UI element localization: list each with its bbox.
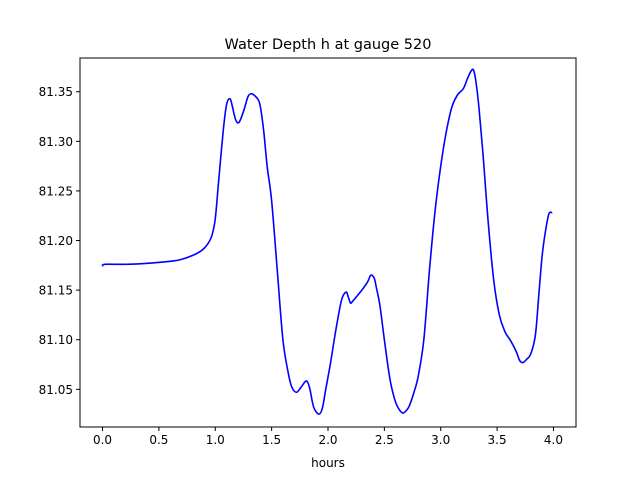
y-axis: 81.05 81.10 81.15 81.20 81.25 81.30 81.35	[39, 85, 80, 397]
x-tick-label: 0.5	[149, 433, 168, 447]
x-tick-label: 4.0	[544, 433, 563, 447]
x-axis-label: hours	[311, 456, 345, 470]
x-tick-label: 1.5	[262, 433, 281, 447]
x-tick-label: 1.0	[206, 433, 225, 447]
plot-frame	[79, 57, 577, 428]
y-tick-label: 81.35	[39, 85, 73, 99]
x-tick-label: 3.5	[488, 433, 507, 447]
y-tick-label: 81.15	[39, 284, 73, 298]
y-tick-label: 81.05	[39, 383, 73, 397]
x-tick-label: 3.0	[431, 433, 450, 447]
x-tick-label: 0.0	[93, 433, 112, 447]
y-tick-label: 81.20	[39, 234, 73, 248]
plot-area	[101, 68, 553, 415]
x-tick-label: 2.0	[318, 433, 337, 447]
x-tick-label: 2.5	[375, 433, 394, 447]
y-tick-label: 81.10	[39, 333, 73, 347]
series-line	[101, 68, 553, 415]
y-tick-label: 81.30	[39, 135, 73, 149]
y-tick-label: 81.25	[39, 184, 73, 198]
x-axis: 0.0 0.5 1.0 1.5 2.0 2.5 3.0 3.5 4.0	[93, 427, 563, 447]
chart-title: Water Depth h at gauge 520	[225, 37, 432, 53]
